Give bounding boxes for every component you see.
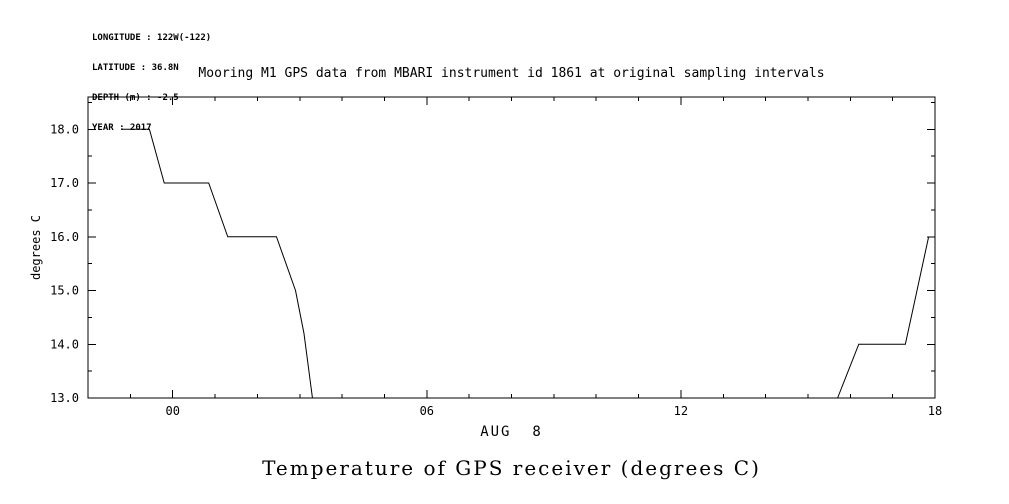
chart-title: Mooring M1 GPS data from MBARI instrumen… bbox=[198, 66, 825, 81]
temperature-line bbox=[837, 236, 930, 399]
y-tick-label: 16.0 bbox=[50, 230, 79, 244]
y-tick-label: 13.0 bbox=[50, 391, 79, 405]
y-axis-label: degrees C bbox=[29, 215, 43, 280]
x-tick-label: 18 bbox=[928, 404, 942, 418]
chart-caption: Temperature of GPS receiver (degrees C) bbox=[262, 456, 761, 480]
station-metadata: LONGITUDE : 122W(-122) LATITUDE : 36.8N … bbox=[92, 13, 211, 153]
temperature-line bbox=[121, 128, 313, 399]
y-tick-label: 18.0 bbox=[50, 122, 79, 136]
x-tick-label: 06 bbox=[420, 404, 434, 418]
metadata-longitude: LONGITUDE : 122W(-122) bbox=[92, 33, 212, 43]
metadata-year: YEAR : 2017 bbox=[92, 123, 152, 133]
metadata-latitude: LATITUDE : 36.8N bbox=[92, 63, 179, 73]
plot-frame bbox=[87, 96, 936, 399]
y-tick-label: 17.0 bbox=[50, 176, 79, 190]
y-tick-label: 14.0 bbox=[50, 337, 79, 351]
x-axis-label: AUG 8 bbox=[480, 424, 543, 440]
x-tick-label: 12 bbox=[674, 404, 688, 418]
y-tick-label: 15.0 bbox=[50, 284, 79, 298]
x-tick-label: 00 bbox=[165, 404, 179, 418]
metadata-depth: DEPTH (m) : -2.5 bbox=[92, 93, 179, 103]
